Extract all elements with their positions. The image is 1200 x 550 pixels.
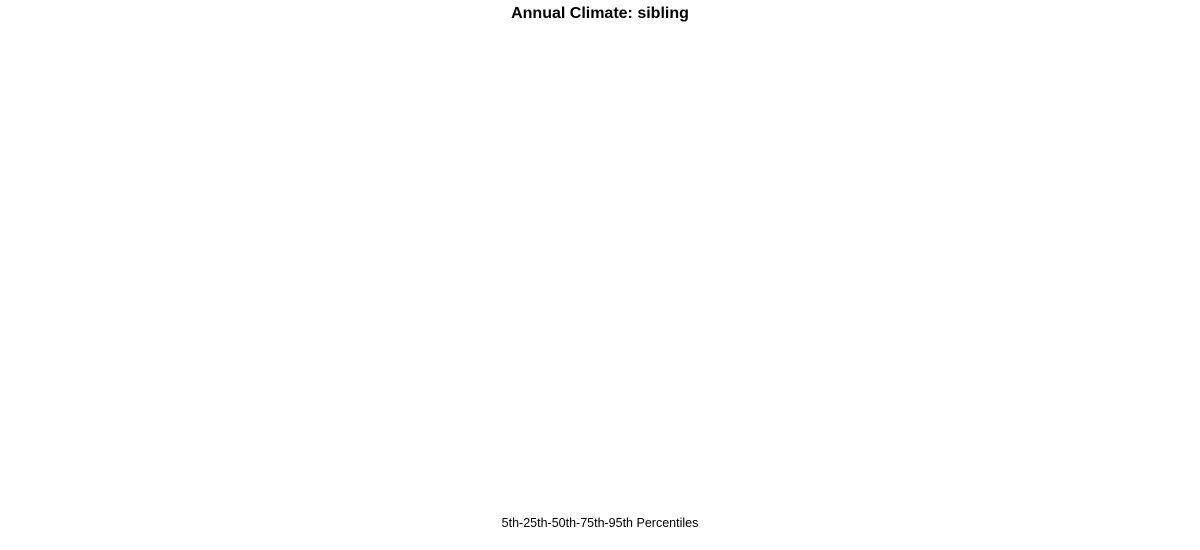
- caption: 5th-25th-50th-75th-95th Percentiles: [501, 516, 699, 530]
- page-title: Annual Climate: sibling: [511, 5, 689, 22]
